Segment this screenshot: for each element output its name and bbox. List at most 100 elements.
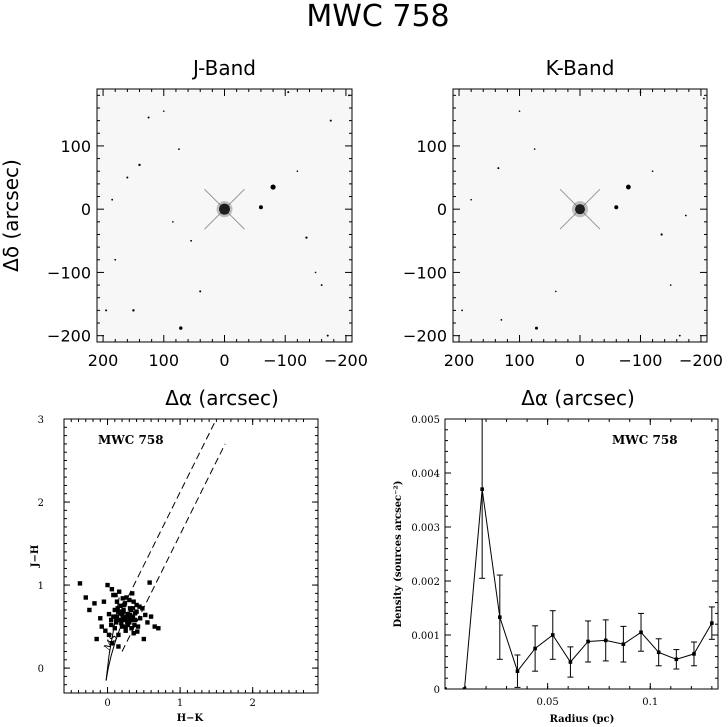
data-point	[122, 602, 127, 608]
data-point	[586, 639, 590, 644]
data-point	[108, 617, 114, 623]
data-point	[98, 616, 103, 621]
data-point	[111, 614, 116, 619]
x-tick-label: 200	[88, 351, 119, 370]
data-point	[109, 587, 115, 592]
data-point	[132, 611, 138, 616]
star-point	[258, 205, 263, 210]
y-tick-label: −100	[47, 263, 91, 282]
star-point	[534, 326, 538, 330]
plot-area	[77, 419, 226, 681]
star-point	[684, 214, 687, 217]
reddening-line	[121, 443, 226, 652]
y-tick-label: 3	[38, 415, 44, 426]
plot-frame	[63, 418, 319, 694]
star-point	[296, 170, 299, 173]
y-tick-label: 0.004	[411, 469, 440, 480]
data-point	[131, 599, 136, 604]
data-point	[112, 607, 117, 613]
data-point	[143, 612, 148, 618]
y-tick-label: −100	[403, 263, 447, 282]
star-point	[703, 97, 705, 100]
x-axis-label: H−K	[177, 713, 204, 724]
star-point	[669, 284, 672, 286]
star-point	[178, 148, 180, 150]
star-point	[500, 318, 503, 321]
x-tick-label: 100	[504, 351, 535, 370]
reddening-line	[112, 419, 217, 627]
data-point	[130, 606, 136, 611]
x-axis-label: Δα (arcsec)	[521, 386, 635, 410]
data-point	[127, 612, 133, 618]
data-point	[148, 614, 154, 619]
k-band-panel: 200 100 0 −100 −200 100 0 −100 −200 K-Band Δα (arc…	[403, 56, 723, 410]
data-point	[105, 582, 110, 588]
data-point	[131, 631, 136, 636]
data-point	[147, 580, 152, 585]
star-point	[625, 184, 631, 190]
x-tick-label: −100	[263, 351, 307, 370]
data-point	[109, 640, 115, 646]
star-point	[497, 167, 500, 170]
star-point	[126, 176, 129, 179]
star-point	[147, 116, 150, 119]
data-point	[126, 616, 131, 621]
data-point	[639, 630, 643, 635]
data-point	[123, 628, 128, 633]
data-point	[123, 624, 128, 629]
x-tick-label: −200	[324, 351, 368, 370]
data-point	[120, 596, 125, 601]
y-tick-label: 0	[437, 200, 447, 219]
data-point	[656, 650, 661, 655]
x-tick-label: −100	[618, 351, 662, 370]
x-tick-label: −200	[679, 351, 723, 370]
data-point	[108, 622, 114, 628]
data-point	[118, 617, 123, 623]
x-tick-label: 0	[219, 351, 229, 370]
data-point	[116, 632, 121, 638]
y-tick-label: 0	[38, 664, 44, 675]
data-point	[132, 617, 138, 623]
star-point	[461, 309, 463, 312]
data-point	[119, 621, 124, 626]
x-axis-label: Δα (arcsec)	[165, 386, 279, 410]
star-point	[314, 271, 317, 274]
data-point	[124, 595, 129, 600]
star-point	[614, 205, 619, 210]
star-point	[329, 119, 332, 122]
x-tick-label: 100	[149, 351, 180, 370]
x-tick-label: 200	[444, 351, 475, 370]
data-point	[141, 636, 147, 642]
data-point	[116, 644, 121, 649]
data-point	[127, 597, 132, 603]
star-halo	[572, 201, 588, 218]
data-point	[87, 607, 92, 613]
data-point	[103, 628, 108, 633]
data-point	[130, 614, 136, 619]
density-line	[445, 489, 713, 689]
star-point	[660, 233, 663, 236]
data-point	[135, 624, 141, 629]
star-point	[533, 148, 536, 150]
data-point	[94, 636, 99, 642]
data-point	[480, 487, 484, 491]
figure-title: MWC 758	[306, 0, 449, 34]
x-tick-label: 2	[249, 698, 255, 709]
data-point	[99, 624, 104, 629]
data-point	[106, 632, 112, 638]
star-point	[518, 110, 521, 112]
y-tick-label: 0	[81, 200, 91, 219]
star-point	[287, 91, 290, 94]
x-tick-label: 0.05	[536, 697, 558, 708]
data-point	[115, 606, 120, 611]
image-background	[97, 89, 352, 342]
y-tick-label: 0.005	[411, 415, 440, 426]
data-point	[118, 603, 123, 609]
data-point	[138, 616, 143, 621]
data-point	[83, 595, 88, 600]
star-point	[320, 284, 323, 286]
data-point	[710, 621, 714, 625]
data-point	[101, 599, 107, 604]
data-point	[152, 624, 157, 629]
plot-area	[445, 419, 715, 689]
